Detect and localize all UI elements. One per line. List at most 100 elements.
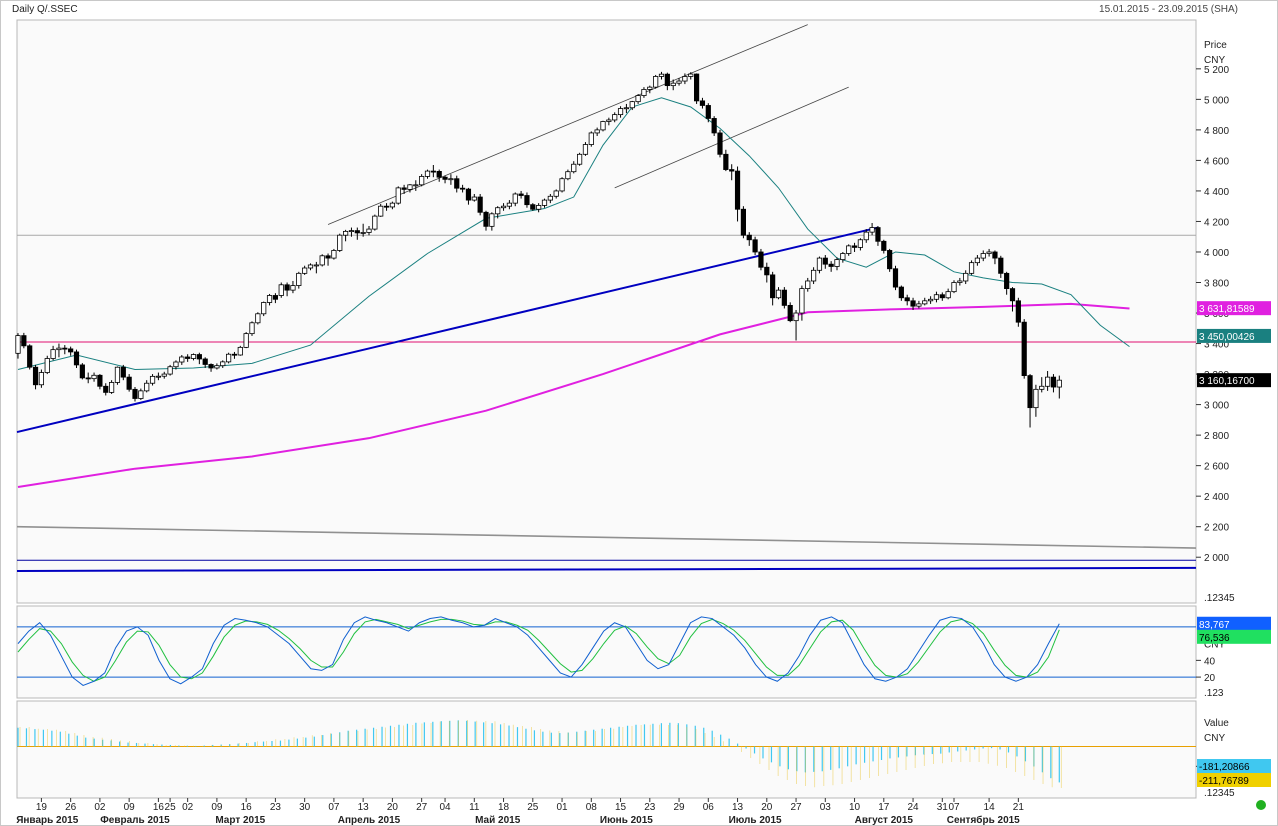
- channel-upper: [327, 24, 808, 225]
- candle: [524, 195, 530, 206]
- candle: [419, 176, 425, 186]
- price-tag-label: 3 631,81589: [1199, 304, 1255, 315]
- x-tick-label: 26: [65, 802, 77, 813]
- candle: [302, 267, 308, 274]
- candle: [541, 199, 548, 206]
- candle: [50, 349, 56, 359]
- candle: [881, 240, 887, 251]
- x-tick-label: 08: [586, 802, 598, 813]
- candle: [103, 385, 109, 393]
- candle: [231, 353, 238, 356]
- candle: [770, 274, 776, 299]
- candle: [805, 280, 811, 290]
- candle: [518, 193, 524, 196]
- stoch-d-line: [17, 618, 1060, 682]
- candle: [536, 205, 542, 210]
- y-tick-label: 4 600: [1204, 156, 1229, 167]
- candle: [342, 230, 349, 236]
- candle: [910, 300, 916, 307]
- candle: [968, 262, 975, 274]
- candle: [161, 373, 167, 377]
- trend-line: [16, 226, 879, 434]
- candle: [582, 144, 589, 155]
- candle: [887, 250, 893, 270]
- candle: [547, 195, 553, 201]
- month-label: Август 2015: [855, 815, 914, 826]
- candle: [828, 263, 834, 267]
- candle: [571, 163, 577, 173]
- stoch-tag-label: 83,767: [1199, 620, 1230, 631]
- candle: [378, 205, 384, 217]
- candle: [653, 76, 659, 88]
- x-tick-label: 23: [644, 802, 656, 813]
- candle: [723, 153, 729, 170]
- candle: [44, 358, 50, 373]
- candle: [904, 297, 910, 302]
- candle: [1015, 300, 1021, 323]
- candle: [73, 351, 80, 366]
- x-tick-label: 03: [820, 802, 832, 813]
- candle: [635, 95, 641, 103]
- candle: [459, 187, 466, 190]
- x-tick-label: 23: [270, 802, 282, 813]
- stoch-tag-label: 76,536: [1199, 633, 1230, 644]
- x-tick-label: 06: [703, 802, 715, 813]
- month-label: Апрель 2015: [338, 815, 401, 826]
- x-tick-label: 09: [211, 802, 223, 813]
- candle: [413, 184, 419, 187]
- candle: [366, 228, 372, 233]
- macd-pane: [16, 700, 1197, 799]
- candle: [658, 73, 665, 77]
- candle: [27, 345, 33, 368]
- candle: [933, 294, 940, 300]
- candle: [594, 129, 600, 134]
- x-tick-label: 18: [498, 802, 510, 813]
- candle: [114, 366, 121, 383]
- candle: [1009, 288, 1016, 302]
- candle: [120, 366, 126, 378]
- candle: [892, 268, 899, 288]
- candle: [436, 170, 442, 178]
- candle: [734, 170, 741, 210]
- candle: [787, 304, 793, 322]
- candle: [694, 73, 700, 102]
- candle: [477, 196, 483, 213]
- candle: [951, 282, 957, 293]
- x-tick-label: 29: [673, 802, 685, 813]
- chart-title: Daily Q/.SSEC: [12, 4, 78, 15]
- price-tag-label: 3 160,16700: [1199, 376, 1255, 387]
- candle: [851, 245, 858, 248]
- macd-tag: [1197, 759, 1271, 773]
- candle: [512, 193, 518, 204]
- candle: [337, 234, 343, 251]
- x-tick-label: 25: [165, 802, 177, 813]
- candle: [957, 280, 963, 283]
- candle: [249, 322, 255, 335]
- candle: [758, 251, 764, 268]
- candle: [442, 176, 448, 180]
- y-tick-label: 2 800: [1204, 431, 1229, 442]
- x-tick-label: 07: [328, 802, 340, 813]
- candle: [600, 121, 606, 131]
- candle: [85, 377, 91, 380]
- candle: [448, 178, 454, 181]
- macd-y-label: Value: [1204, 718, 1229, 729]
- month-label: Февраль 2015: [100, 815, 170, 826]
- y-tick-label: 4 800: [1204, 126, 1229, 137]
- candle: [313, 264, 319, 267]
- candle: [1004, 272, 1010, 290]
- candle: [565, 171, 571, 180]
- candle: [424, 170, 431, 177]
- macd-tag: [1197, 773, 1271, 787]
- candle: [21, 335, 27, 347]
- candle: [383, 205, 390, 208]
- candle: [79, 364, 85, 379]
- candle: [149, 375, 156, 384]
- candle: [559, 178, 565, 192]
- candle: [752, 239, 758, 253]
- candle: [623, 107, 630, 110]
- candle: [167, 366, 173, 375]
- candle: [395, 187, 401, 204]
- candle: [290, 285, 296, 291]
